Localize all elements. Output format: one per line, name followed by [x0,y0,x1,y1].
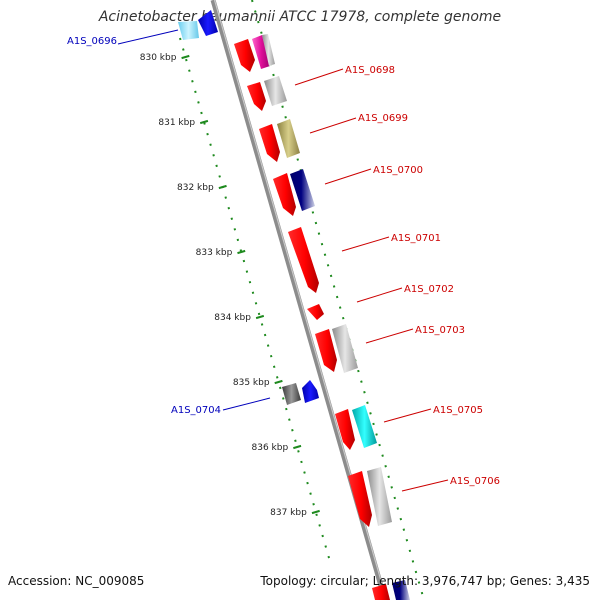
label-A1S-0699[interactable]: A1S_0699 [358,113,408,124]
feature-A1S-0706-red[interactable] [348,471,372,527]
ruler-tick [218,184,227,190]
leader-A1S-0705 [383,408,432,423]
feature-A1S-0700-red[interactable] [273,173,296,216]
feature-pink[interactable] [252,35,270,69]
position-ruler [179,37,332,566]
feature-A1S-0705-cyan[interactable] [352,405,377,448]
feature-A1S-0702-red[interactable] [307,304,324,320]
leader-A1S-0706 [401,479,449,492]
label-A1S-0703[interactable]: A1S_0703 [415,325,465,336]
feature-red-840[interactable] [234,39,255,72]
leader-A1S-0703 [365,328,414,344]
ruler-tick [199,119,209,125]
feature-A1S-0698-red[interactable] [247,82,266,111]
label-A1S-0701[interactable]: A1S_0701 [391,233,441,244]
leader-A1S-0701 [341,236,390,252]
leader-A1S-0698 [294,68,344,86]
feature-gray-830a[interactable] [262,34,275,66]
ruler-tick-label: 834 kbp [214,313,251,323]
accession-text: Accession: NC_009085 [8,574,145,588]
ruler-tick-label: 831 kbp [158,118,195,128]
label-A1S-0706[interactable]: A1S_0706 [450,476,500,487]
label-A1S-0704[interactable]: A1S_0704 [171,405,221,416]
feature-A1S-0704-dark[interactable] [282,383,301,405]
ruler-tick [237,249,246,255]
leader-A1S-0699 [309,117,357,134]
feature-A1S-0701-red[interactable] [288,227,319,293]
label-A1S-0702[interactable]: A1S_0702 [404,284,454,295]
ruler-tick [293,444,302,450]
ruler-tick-label: 833 kbp [196,248,233,258]
ruler-tick [181,54,190,60]
feature-A1S-0706-gray[interactable] [367,467,392,526]
label-A1S-0705[interactable]: A1S_0705 [433,405,483,416]
feature-A1S-0705-red[interactable] [335,409,355,450]
feature-A1S-0699-olive[interactable] [277,119,300,158]
ruler-tick-label: 830 kbp [140,53,177,63]
label-A1S-0698[interactable]: A1S_0698 [345,65,395,76]
leader-A1S-0700 [324,168,372,185]
feature-bottom-red[interactable] [372,584,390,600]
ruler-tick [255,314,265,320]
feature-A1S-0699-red[interactable] [259,124,280,162]
ruler-tick-label: 836 kbp [252,443,289,453]
ruler-tick-label: 837 kbp [270,508,307,518]
ruler-tick [311,509,320,515]
feature-A1S-0703-red[interactable] [315,329,337,372]
feature-A1S-0700-navy[interactable] [290,169,315,211]
leader-A1S-0696 [117,29,179,45]
feature-A1S-0704-blue[interactable] [302,380,319,403]
label-A1S-0700[interactable]: A1S_0700 [373,165,423,176]
genome-summary-text: Topology: circular; Length: 3,976,747 bp… [260,574,590,588]
feature-A1S-0703-gray[interactable] [332,324,358,373]
leader-A1S-0702 [356,287,403,303]
label-A1S-0696[interactable]: A1S_0696 [67,36,117,47]
feature-bottom-navy[interactable] [392,580,410,600]
ruler-tick-label: 832 kbp [177,183,214,193]
ruler-tick [274,379,283,385]
feature-A1S-0696-light-cyan[interactable] [178,21,199,40]
leader-A1S-0704 [222,397,271,411]
feature-A1S-0696-blue[interactable] [198,10,218,36]
feature-A1S-0698-gray[interactable] [264,76,287,106]
ruler-tick-label: 835 kbp [233,378,270,388]
